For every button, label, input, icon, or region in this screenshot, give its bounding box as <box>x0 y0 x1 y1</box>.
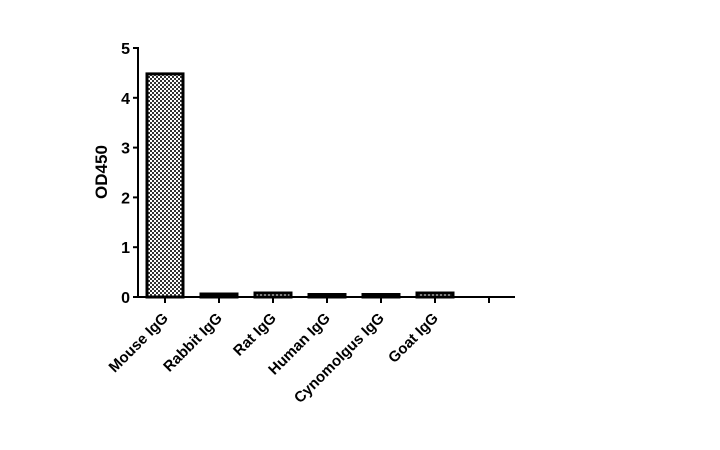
x-tick-label: Cynomolgus IgG <box>291 310 388 407</box>
bar <box>361 293 401 299</box>
bar <box>253 291 293 299</box>
bar <box>307 293 347 299</box>
y-tick-label: 5 <box>121 41 130 58</box>
y-tick-label: 3 <box>121 141 130 158</box>
bar <box>415 291 455 299</box>
y-tick-label: 1 <box>121 240 130 257</box>
bar <box>145 72 185 299</box>
x-tick-label: Rat IgG <box>230 310 280 360</box>
x-tick-label: Goat IgG <box>385 310 442 367</box>
bar <box>199 292 239 299</box>
y-axis-label: OD450 <box>92 145 111 199</box>
y-tick-label: 0 <box>121 290 130 307</box>
y-tick-label: 2 <box>121 190 130 207</box>
x-tick-label: Rabbit IgG <box>160 310 226 376</box>
y-tick-label: 4 <box>121 91 130 108</box>
